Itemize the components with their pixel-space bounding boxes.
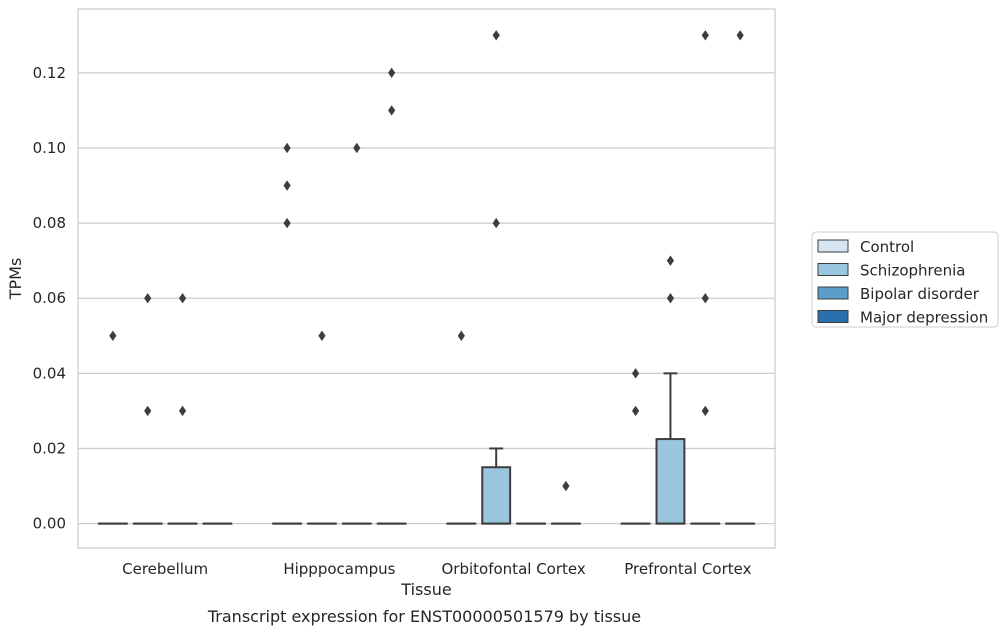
y-tick-label: 0.08 — [33, 214, 66, 232]
box-0-1 — [272, 142, 303, 525]
y-axis-title: TPMs — [6, 258, 25, 301]
box-3-3 — [725, 30, 756, 525]
outlier-point — [318, 330, 326, 341]
legend-swatch — [817, 239, 849, 253]
outlier-point — [632, 405, 640, 417]
box-0-2 — [446, 330, 477, 525]
legend-label: Control — [860, 238, 914, 256]
outlier-point — [178, 293, 187, 304]
legend-label: Bipolar disorder — [860, 285, 980, 303]
x-axis-title: Tissue — [400, 580, 451, 599]
box-0-0 — [97, 330, 128, 525]
legend: Control Schizophrenia Bipolar disorder Majo… — [811, 231, 999, 328]
outlier-point — [388, 67, 396, 79]
box-1-3 — [655, 255, 686, 525]
x-tick-label: Cerebellum — [122, 560, 208, 578]
box-2-0 — [167, 293, 198, 525]
outlier-point — [144, 405, 152, 417]
outlier-point — [178, 405, 187, 417]
box-3-1 — [376, 67, 407, 525]
box-iqr — [481, 466, 512, 525]
box-1-1 — [307, 330, 337, 525]
outlier-point — [701, 293, 709, 304]
y-tick-label: 0.02 — [33, 439, 66, 457]
x-tick-label: Prefrontal Cortex — [624, 560, 751, 578]
outlier-point — [492, 217, 500, 229]
legend-swatch — [817, 310, 849, 323]
outlier-point — [283, 142, 291, 154]
x-tick-label: Hipppocampus — [283, 560, 395, 578]
outlier-point — [701, 30, 709, 41]
y-tick-label: 0.04 — [33, 364, 66, 382]
y-axis-ticks: 0.00 0.02 0.04 0.06 0.08 0.10 0.12 — [33, 64, 66, 533]
outlier-point — [736, 30, 744, 41]
gridlines — [78, 72, 775, 525]
outlier-point — [283, 217, 291, 229]
y-tick-label: 0.10 — [33, 139, 66, 157]
y-tick-label: 0.06 — [33, 289, 66, 307]
outlier-point — [666, 255, 675, 266]
outlier-point — [353, 142, 361, 154]
outlier-point — [457, 330, 465, 341]
legend-label: Major depression — [860, 309, 988, 327]
box-2-1 — [341, 142, 372, 525]
legend-label: Schizophrenia — [860, 262, 965, 280]
x-tick-label: Orbitofontal Cortex — [442, 560, 586, 578]
outlier-point — [144, 293, 152, 304]
y-tick-label: 0.00 — [33, 515, 66, 533]
box-2-3 — [690, 30, 721, 525]
legend-swatch — [817, 286, 849, 300]
outlier-point — [492, 30, 500, 41]
outlier-point — [632, 368, 640, 379]
box-1-2 — [481, 30, 512, 525]
outlier-point — [701, 405, 709, 417]
outlier-point — [283, 180, 291, 191]
box-1-0 — [132, 293, 163, 525]
legend-swatch — [817, 263, 849, 276]
outlier-point — [666, 293, 675, 304]
y-tick-label: 0.12 — [33, 64, 66, 82]
outlier-point — [562, 480, 570, 492]
box-plot-marks — [97, 30, 756, 525]
legend-frame — [811, 231, 999, 328]
chart-caption: Transcript expression for ENST0000050157… — [207, 607, 641, 626]
outlier-point — [109, 330, 117, 341]
outlier-point — [388, 105, 396, 116]
x-axis-ticks: Cerebellum Hipppocampus Orbitofontal Corte… — [122, 560, 751, 578]
box-0-3 — [620, 368, 651, 525]
plot-frame — [77, 8, 776, 549]
box-iqr — [655, 438, 686, 525]
box-3-2 — [550, 480, 581, 525]
